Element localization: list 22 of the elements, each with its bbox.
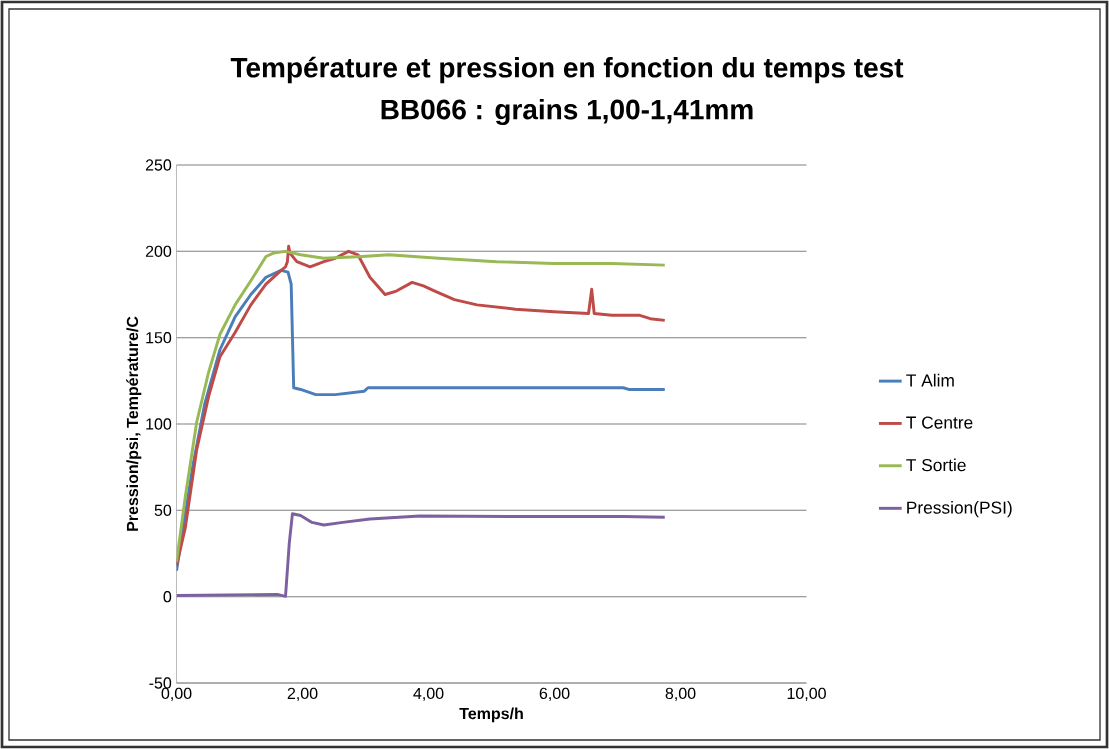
- legend-label: Pression(PSI): [907, 501, 1012, 518]
- chart-subtitle: BB066 : grains 1,00-1,41mm: [381, 98, 753, 126]
- y-tick-label: -50: [149, 677, 172, 689]
- x-tick-label: 10,00: [787, 687, 826, 701]
- y-tick-label: 0: [163, 591, 172, 603]
- y-tick-label: 150: [146, 332, 172, 344]
- y-tick-label: 250: [145, 159, 172, 171]
- legend-label: T Centre: [906, 416, 973, 429]
- chart-title: Température et pression en fonction du temps test: [230, 56, 904, 84]
- x-axis-title: Temps/h: [459, 707, 523, 723]
- legend-label: T Alim: [906, 373, 954, 387]
- x-tick-label: 0,00: [161, 687, 192, 701]
- y-tick-label: 200: [145, 245, 172, 257]
- y-axis-title: Pression/psi, Température/C: [126, 316, 142, 531]
- x-tick-label: 4,00: [413, 687, 444, 701]
- y-tick-label: 50: [154, 504, 172, 516]
- y-tick-label: 100: [146, 418, 172, 430]
- x-tick-label: 2,00: [287, 687, 318, 701]
- line-series: [176, 512, 667, 598]
- legend-label: T Sortie: [906, 458, 966, 472]
- x-tick-label: 6,00: [539, 687, 570, 701]
- x-tick-label: 8,00: [665, 687, 696, 701]
